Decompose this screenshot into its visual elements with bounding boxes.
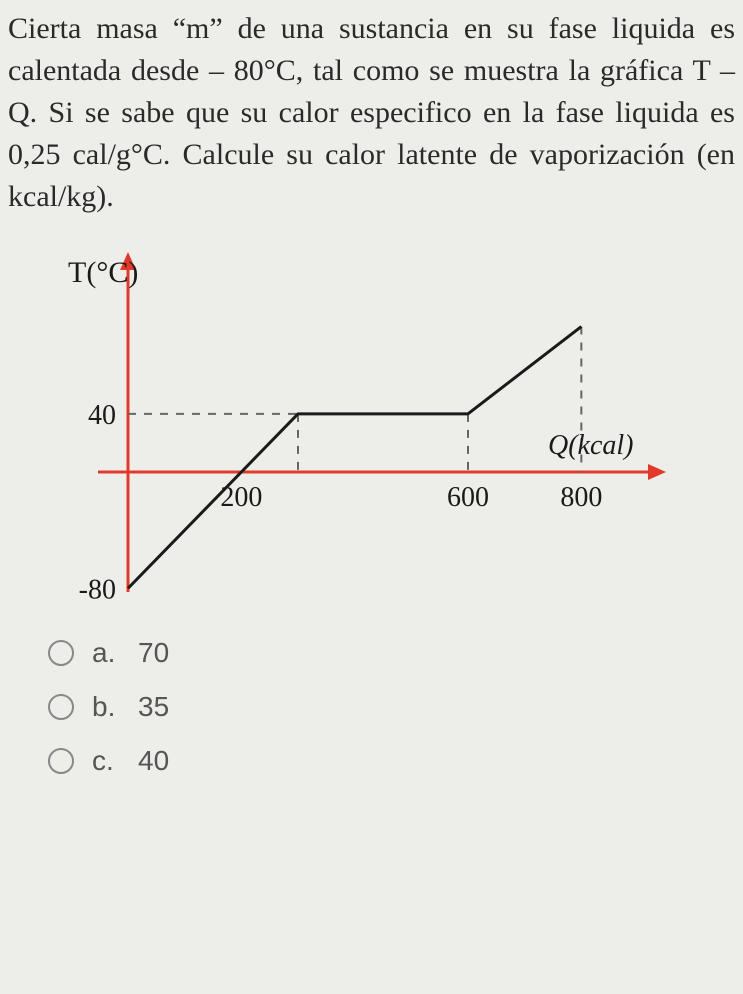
answer-options: a. 70 b. 35 c. 40 (48, 637, 735, 777)
option-b[interactable]: b. 35 (48, 691, 735, 723)
radio-icon (48, 748, 74, 774)
option-letter: a. (92, 637, 120, 669)
svg-text:40: 40 (88, 400, 116, 431)
option-letter: b. (92, 691, 120, 723)
option-c[interactable]: c. 40 (48, 745, 735, 777)
radio-icon (48, 640, 74, 666)
option-value: 40 (138, 745, 169, 777)
problem-statement: Cierta masa “m” de una sustancia en su f… (8, 8, 735, 218)
svg-text:800: 800 (560, 482, 602, 513)
svg-text:200: 200 (220, 482, 262, 513)
svg-text:T(°C): T(°C) (68, 256, 138, 289)
radio-icon (48, 694, 74, 720)
option-a[interactable]: a. 70 (48, 637, 735, 669)
svg-text:600: 600 (447, 482, 489, 513)
chart-svg: T(°C) Q(kcal) 40 -80 200 600 800 (48, 242, 668, 602)
svg-text:Q(kcal): Q(kcal) (548, 430, 634, 461)
heating-curve-chart: T(°C) Q(kcal) 40 -80 200 600 800 (48, 242, 735, 607)
option-letter: c. (92, 745, 120, 777)
svg-text:-80: -80 (79, 574, 116, 602)
option-value: 35 (138, 691, 169, 723)
option-value: 70 (138, 637, 169, 669)
